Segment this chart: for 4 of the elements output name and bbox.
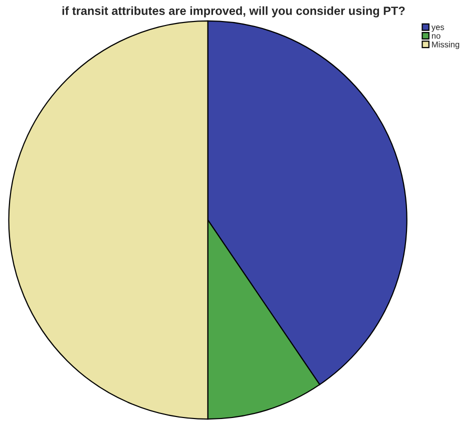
legend-label: no [432, 34, 440, 39]
legend-label: yes [431, 26, 444, 32]
chart-title: if transit attributes are improved, will you consider using PT? [62, 6, 405, 18]
legend-label: Missing [432, 41, 460, 50]
